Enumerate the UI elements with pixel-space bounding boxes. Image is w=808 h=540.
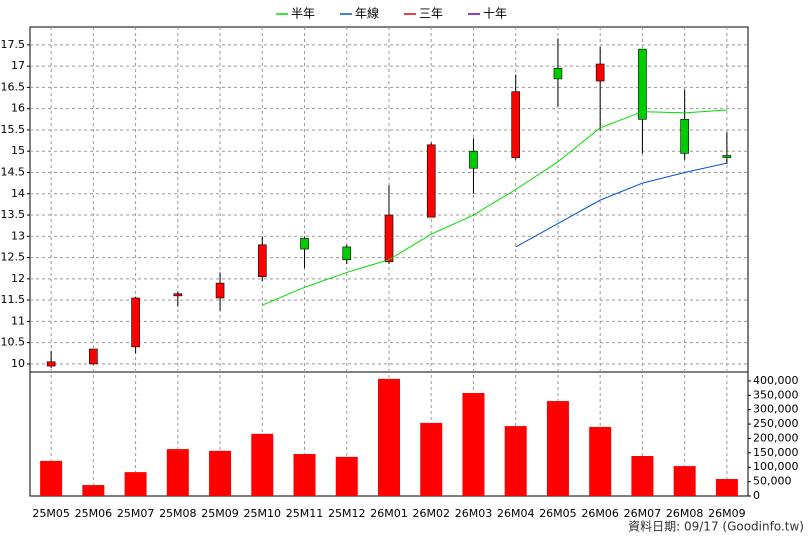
- candle-body: [722, 155, 732, 158]
- source-note: 資料日期: 09/17 (Goodinfo.tw): [628, 520, 804, 534]
- y2-tick-label: 400,000: [753, 374, 799, 387]
- y-tick-label: 12.5: [1, 251, 26, 264]
- x-tick-label: 25M05: [32, 507, 70, 520]
- x-tick-label: 26M02: [412, 507, 450, 520]
- x-tick-label: 25M06: [75, 507, 113, 520]
- candle-body: [257, 244, 267, 278]
- candle-body: [638, 48, 647, 120]
- y-tick-label: 11: [11, 314, 25, 327]
- volume-bar: [420, 422, 443, 496]
- candle-body: [553, 67, 563, 80]
- candle-body: [426, 144, 436, 218]
- volume-bar: [378, 378, 400, 496]
- x-tick-label: 25M12: [328, 507, 366, 520]
- volume-bar: [40, 460, 63, 496]
- volume-bar: [82, 485, 105, 496]
- x-tick-label: 26M08: [666, 507, 704, 520]
- candle-body: [469, 150, 478, 169]
- candle-body: [384, 214, 394, 263]
- legend-label: 年線: [355, 6, 379, 21]
- volume-bar: [715, 479, 738, 496]
- volume-bar: [293, 453, 316, 496]
- y-tick-label: 15.5: [1, 123, 26, 136]
- candle-body: [300, 238, 309, 250]
- candle-body: [46, 361, 56, 367]
- candle-body: [342, 246, 352, 260]
- y2-tick-label: 100,000: [753, 460, 799, 473]
- candle-body: [595, 63, 605, 82]
- ma-line: [515, 162, 727, 248]
- y2-tick-label: 150,000: [753, 446, 799, 459]
- y-tick-label: 14.5: [1, 165, 26, 178]
- y-tick-label: 15: [11, 144, 25, 157]
- volume-bar: [462, 393, 485, 496]
- candle-body: [131, 297, 140, 348]
- y-tick-label: 10.5: [1, 336, 26, 349]
- volume-bar: [504, 426, 527, 496]
- volume-bar: [209, 450, 232, 496]
- volume-bar: [166, 449, 189, 496]
- legend-label: 十年: [483, 7, 507, 21]
- x-tick-label: 26M07: [624, 507, 662, 520]
- y-tick-label: 11.5: [1, 293, 26, 306]
- y-tick-label: 10: [11, 357, 25, 370]
- x-tick-label: 26M06: [581, 507, 619, 520]
- y2-tick-label: 0: [753, 489, 760, 502]
- volume-bar: [546, 401, 569, 496]
- x-tick-label: 26M04: [497, 507, 535, 520]
- volume-bar: [673, 466, 696, 496]
- y2-tick-label: 250,000: [753, 417, 799, 430]
- x-tick-label: 25M07: [117, 507, 155, 520]
- volume-bar: [251, 433, 274, 496]
- ma-line: [262, 109, 727, 306]
- y-tick-label: 14: [11, 187, 25, 200]
- x-tick-label: 25M11: [286, 507, 324, 520]
- volume-bar: [589, 426, 612, 496]
- legend-label: 半年: [291, 7, 315, 21]
- volume-bar: [124, 472, 147, 496]
- volume-bar: [631, 456, 654, 496]
- candle-body: [511, 91, 521, 158]
- y2-tick-label: 200,000: [753, 431, 799, 444]
- volume-bar: [335, 456, 358, 496]
- x-tick-label: 26M01: [370, 507, 408, 520]
- x-tick-label: 26M03: [455, 507, 493, 520]
- y-tick-label: 12: [11, 272, 25, 285]
- candle-body: [89, 348, 98, 365]
- y-tick-label: 16: [11, 102, 25, 115]
- y-tick-label: 16.5: [1, 80, 26, 93]
- y2-tick-label: 300,000: [753, 403, 799, 416]
- candle-body: [173, 293, 183, 297]
- candle-body: [680, 119, 689, 154]
- y-tick-label: 13: [11, 229, 25, 242]
- y-tick-label: 13.5: [1, 208, 26, 221]
- legend-label: 三年: [419, 7, 443, 21]
- x-tick-label: 26M09: [708, 507, 746, 520]
- x-tick-label: 25M09: [201, 507, 239, 520]
- x-tick-label: 26M05: [539, 507, 577, 520]
- x-tick-label: 25M10: [244, 507, 282, 520]
- x-tick-label: 25M08: [159, 507, 197, 520]
- y-tick-label: 17.5: [1, 38, 26, 51]
- y2-tick-label: 50,000: [753, 475, 792, 488]
- y-tick-label: 17: [11, 59, 25, 72]
- candle-body: [215, 282, 225, 299]
- y2-tick-label: 350,000: [753, 388, 799, 401]
